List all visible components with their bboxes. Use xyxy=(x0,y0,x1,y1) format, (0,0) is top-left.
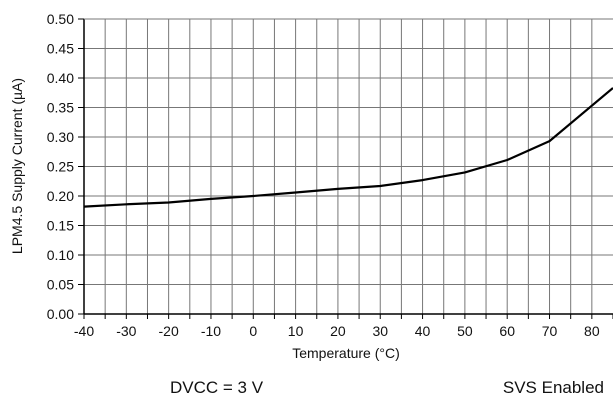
y-tick-label: 0.45 xyxy=(47,41,74,57)
x-tick-label: 20 xyxy=(330,323,346,339)
y-tick-label: 0.05 xyxy=(47,277,74,293)
y-tick-label: 0.25 xyxy=(47,159,74,175)
grid xyxy=(84,18,613,314)
y-tick-label: 0.30 xyxy=(47,129,74,145)
y-tick-label: 0.20 xyxy=(47,188,74,204)
y-tick-label: 0.50 xyxy=(47,11,74,27)
x-tick-label: 40 xyxy=(415,323,431,339)
x-tick-label: 50 xyxy=(457,323,473,339)
series-line xyxy=(83,87,613,208)
x-tick-label: -20 xyxy=(159,323,179,339)
x-tick-label: 60 xyxy=(499,323,515,339)
condition-note-dvcc: DVCC = 3 V xyxy=(170,378,264,397)
x-tick-label: -10 xyxy=(201,323,221,339)
y-tick-label: 0.00 xyxy=(47,306,74,322)
x-tick-label: -40 xyxy=(74,323,94,339)
y-tick-label: 0.15 xyxy=(47,218,74,234)
y-axis-title: LPM4.5 Supply Current (µA) xyxy=(9,78,25,254)
tick-labels: 0.00 0.05 0.10 0.15 0.20 0.25 0.30 0.35 0.40 0.45… xyxy=(47,11,613,339)
y-tick-label: 0.10 xyxy=(47,247,74,263)
condition-note-svs: SVS Enabled xyxy=(502,378,604,397)
y-tick-label: 0.40 xyxy=(47,70,74,86)
x-tick-label: 10 xyxy=(288,323,304,339)
x-tick-label: 80 xyxy=(584,323,600,339)
y-tick-label: 0.35 xyxy=(47,100,74,116)
x-tick-label: 70 xyxy=(542,323,558,339)
x-tick-label: 0 xyxy=(249,323,257,339)
x-tick-label: 30 xyxy=(372,323,388,339)
x-tick-label: -30 xyxy=(116,323,136,339)
x-axis-title: Temperature (°C) xyxy=(292,345,400,361)
